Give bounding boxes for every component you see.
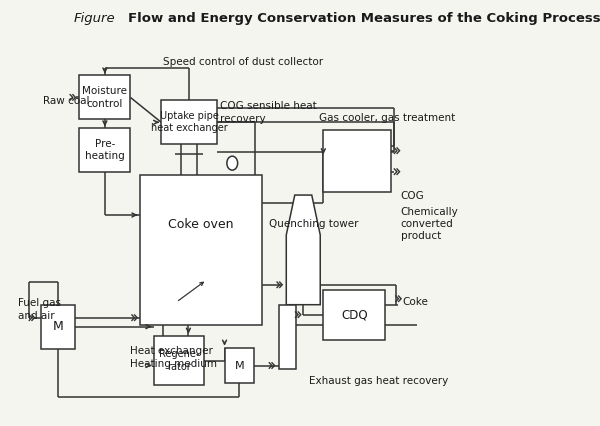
Bar [79, 128, 130, 172]
Circle shape [227, 156, 238, 170]
Text: Exhaust gas heat recovery: Exhaust gas heat recovery [310, 377, 449, 386]
Bar [323, 290, 385, 340]
Bar [140, 175, 262, 325]
Bar [41, 305, 75, 348]
Text: COG: COG [401, 191, 424, 201]
Text: Heat exchanger
Heating medium: Heat exchanger Heating medium [130, 346, 217, 369]
Text: M: M [52, 320, 63, 333]
Text: COG sensible heat
recovery: COG sensible heat recovery [220, 101, 317, 124]
Text: Coke: Coke [403, 297, 429, 307]
Text: Chemically
converted
product: Chemically converted product [401, 207, 458, 242]
Text: Quenching tower: Quenching tower [269, 219, 359, 229]
Text: Pre-
heating: Pre- heating [85, 139, 125, 161]
Bar [161, 101, 217, 144]
Text: Gas cooler, gas treatment: Gas cooler, gas treatment [319, 113, 455, 123]
Text: Regene-
rator: Regene- rator [159, 349, 199, 372]
Bar [154, 336, 205, 386]
Text: Moisture
control: Moisture control [82, 86, 127, 109]
Bar [224, 348, 254, 383]
Text: CDQ: CDQ [341, 308, 368, 321]
Bar [79, 75, 130, 119]
Text: Figure: Figure [74, 12, 116, 25]
Bar [278, 305, 296, 369]
Text: Speed control of dust collector: Speed control of dust collector [163, 58, 323, 67]
Text: Flow and Energy Conservation Measures of the Coking Process: Flow and Energy Conservation Measures of… [128, 12, 600, 25]
Text: Coke oven: Coke oven [168, 219, 233, 231]
Text: M: M [235, 360, 244, 371]
Text: Raw coal: Raw coal [43, 96, 89, 106]
Text: Fuel gas
and air: Fuel gas and air [17, 299, 61, 321]
Polygon shape [286, 195, 320, 305]
Text: Uptake pipe
heat exchanger: Uptake pipe heat exchanger [151, 111, 227, 133]
Bar [323, 130, 391, 192]
